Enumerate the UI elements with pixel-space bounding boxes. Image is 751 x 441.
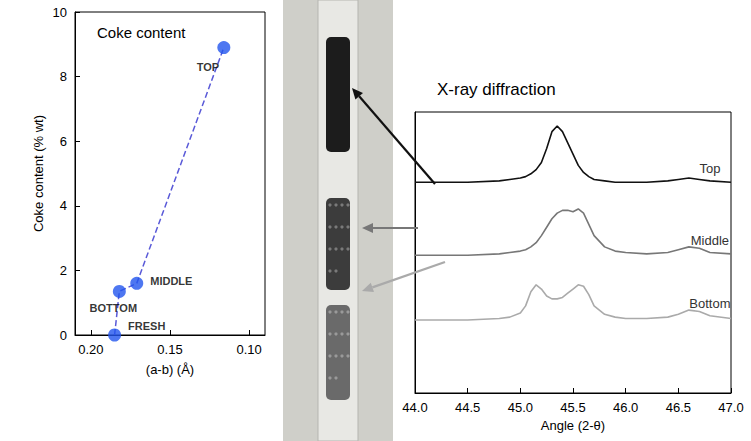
svg-text:MIDDLE: MIDDLE: [150, 275, 192, 287]
svg-text:6: 6: [60, 134, 67, 149]
svg-text:0.20: 0.20: [78, 342, 103, 357]
svg-text:FRESH: FRESH: [128, 320, 165, 332]
svg-text:0: 0: [60, 328, 67, 343]
svg-text:Top: Top: [699, 161, 720, 176]
svg-text:Middle: Middle: [691, 233, 729, 248]
svg-text:44.5: 44.5: [455, 400, 480, 415]
svg-text:(a-b) (Å): (a-b) (Å): [146, 362, 194, 377]
svg-text:10: 10: [53, 5, 67, 20]
svg-text:Angle (2-θ): Angle (2-θ): [541, 418, 605, 433]
svg-text:44.0: 44.0: [402, 400, 427, 415]
svg-text:Coke content (% wt): Coke content (% wt): [31, 115, 46, 232]
svg-text:45.0: 45.0: [508, 400, 533, 415]
svg-text:0.10: 0.10: [237, 342, 262, 357]
svg-text:46.0: 46.0: [613, 400, 638, 415]
svg-text:X-ray diffraction: X-ray diffraction: [437, 80, 556, 99]
svg-text:8: 8: [60, 69, 67, 84]
svg-text:0.15: 0.15: [157, 342, 182, 357]
svg-text:46.5: 46.5: [666, 400, 691, 415]
svg-text:Coke content: Coke content: [97, 24, 186, 41]
svg-text:BOTTOM: BOTTOM: [90, 302, 137, 314]
svg-text:Bottom: Bottom: [689, 296, 730, 311]
svg-text:4: 4: [60, 198, 67, 213]
svg-text:2: 2: [60, 263, 67, 278]
svg-text:TOP: TOP: [197, 61, 219, 73]
svg-text:47.0: 47.0: [718, 400, 743, 415]
svg-text:45.5: 45.5: [560, 400, 585, 415]
